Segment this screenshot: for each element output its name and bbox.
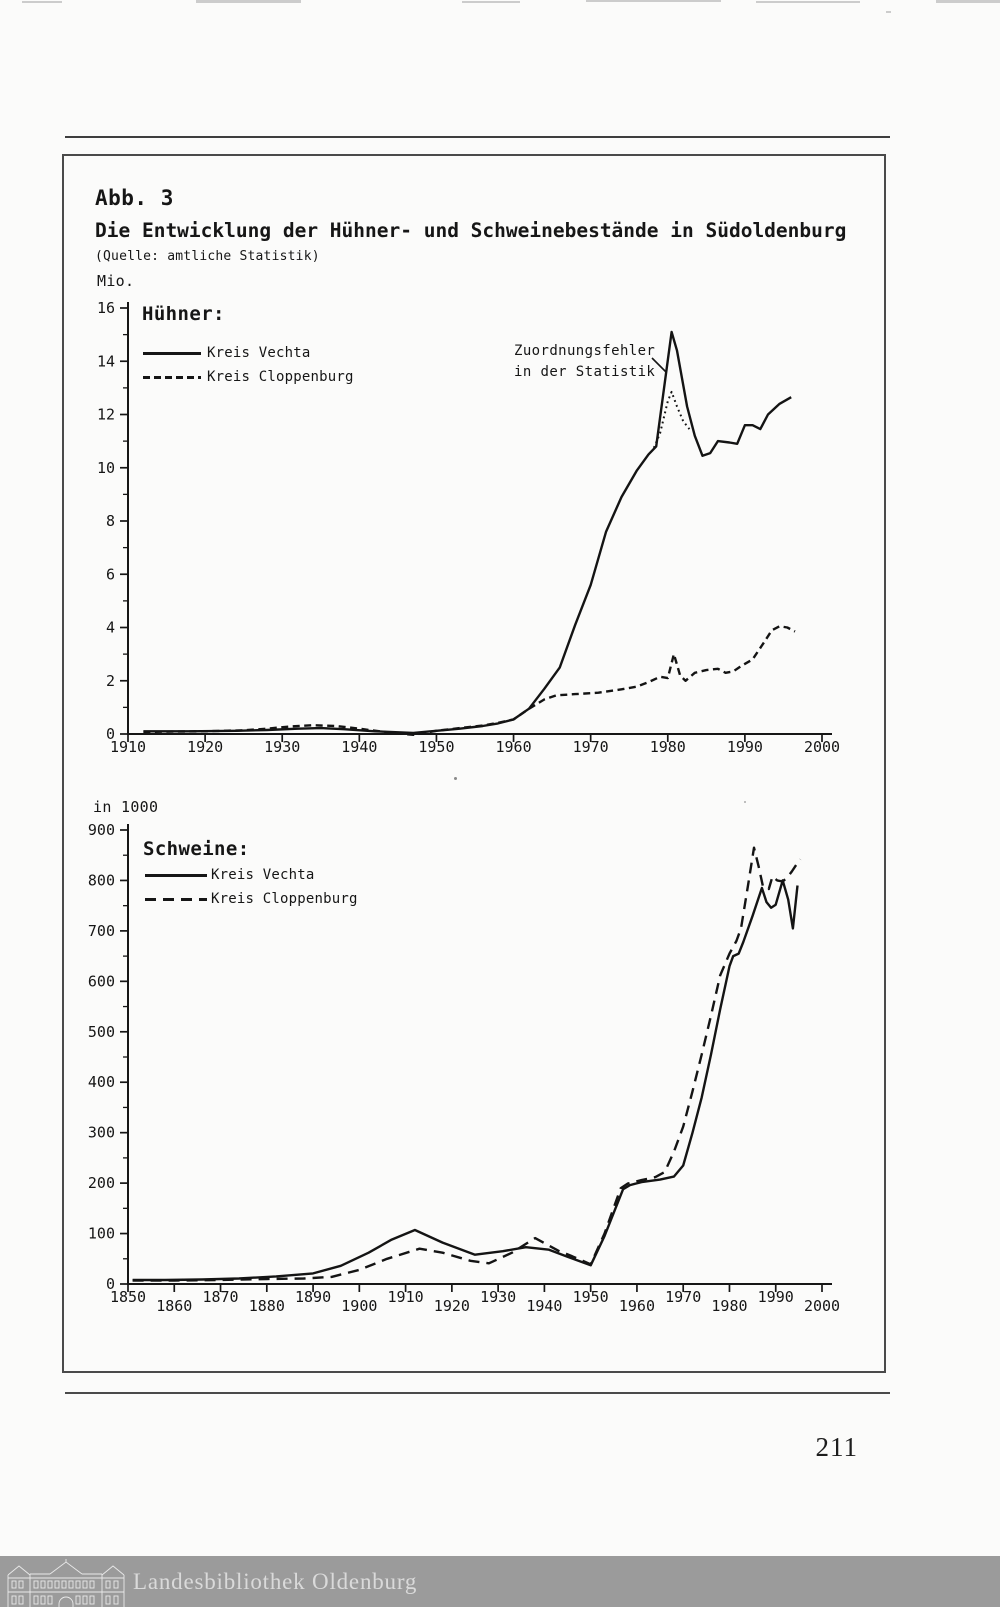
- dashed-line-sample-icon: [143, 376, 201, 379]
- svg-text:500: 500: [88, 1023, 115, 1041]
- dashed-line-sample-icon: [145, 898, 207, 901]
- scan-artifact: [586, 0, 721, 2]
- legend-item-vechta: Kreis Vechta: [145, 866, 314, 886]
- annotation-line-2: in der Statistik: [514, 364, 656, 380]
- svg-text:1890: 1890: [295, 1288, 331, 1306]
- solid-line-sample-icon: [143, 352, 201, 355]
- annotation-line-1: Zuordnungsfehler: [514, 343, 656, 359]
- series-dashed: [143, 625, 796, 736]
- page-number: 211: [815, 1432, 858, 1462]
- svg-text:300: 300: [88, 1124, 115, 1142]
- svg-text:2: 2: [106, 672, 115, 690]
- library-watermark-banner: Landesbibliothek Oldenburg: [0, 1556, 1000, 1607]
- svg-text:1870: 1870: [202, 1288, 238, 1306]
- svg-text:900: 900: [88, 821, 115, 839]
- svg-text:1920: 1920: [187, 738, 223, 756]
- svg-text:4: 4: [106, 619, 115, 637]
- scan-speck: [744, 801, 746, 803]
- chart-title-schweine: Schweine:: [143, 838, 250, 860]
- figure-title: Die Entwicklung der Hühner- und Schweine…: [95, 219, 847, 242]
- svg-text:200: 200: [88, 1174, 115, 1192]
- library-name: Landesbibliothek Oldenburg: [133, 1569, 418, 1594]
- svg-text:1980: 1980: [650, 738, 686, 756]
- svg-text:0: 0: [106, 1275, 115, 1293]
- svg-text:100: 100: [88, 1225, 115, 1243]
- chart-title-huehner: Hühner:: [142, 303, 225, 325]
- scan-speck: [454, 777, 457, 780]
- annotation-zuordnungsfehler: Zuordnungsfehler in der Statistik: [514, 341, 655, 383]
- scan-artifact: [886, 11, 891, 13]
- solid-line-sample-icon: [145, 874, 207, 877]
- y-axis-unit-label: Mio.: [97, 272, 135, 290]
- svg-text:14: 14: [97, 352, 115, 370]
- svg-text:1940: 1940: [526, 1297, 562, 1315]
- series-solid: [143, 330, 792, 735]
- y-axis-unit-label: in 1000: [93, 798, 159, 816]
- scan-artifact: [22, 1, 62, 3]
- series-dashed: [132, 846, 802, 1282]
- svg-text:1990: 1990: [758, 1288, 794, 1306]
- chart-schweine: 0 100 200 300 400 500 600 700 800 900 1850 1860 1870…: [88, 821, 840, 1315]
- svg-text:8: 8: [106, 512, 115, 530]
- svg-text:1900: 1900: [341, 1297, 377, 1315]
- svg-text:12: 12: [97, 406, 115, 424]
- svg-text:1950: 1950: [418, 738, 454, 756]
- svg-text:2000: 2000: [804, 1297, 840, 1315]
- figure-source: (Quelle: amtliche Statistik): [95, 249, 320, 264]
- svg-text:1910: 1910: [388, 1288, 424, 1306]
- svg-text:1970: 1970: [665, 1288, 701, 1306]
- svg-text:1970: 1970: [573, 738, 609, 756]
- svg-text:6: 6: [106, 565, 115, 583]
- scan-artifact: [462, 1, 520, 3]
- svg-text:600: 600: [88, 972, 115, 990]
- svg-text:1960: 1960: [619, 1297, 655, 1315]
- svg-text:1880: 1880: [249, 1297, 285, 1315]
- svg-text:1960: 1960: [495, 738, 531, 756]
- svg-text:1850: 1850: [110, 1288, 146, 1306]
- svg-text:1950: 1950: [573, 1288, 609, 1306]
- series-dotted: [652, 390, 691, 449]
- svg-text:1930: 1930: [480, 1288, 516, 1306]
- svg-text:400: 400: [88, 1073, 115, 1091]
- svg-text:10: 10: [97, 459, 115, 477]
- figure-label: Abb. 3: [95, 186, 174, 210]
- library-building-icon: [6, 1559, 126, 1607]
- svg-text:1940: 1940: [341, 738, 377, 756]
- svg-text:1860: 1860: [156, 1297, 192, 1315]
- svg-text:1990: 1990: [727, 738, 763, 756]
- svg-text:1910: 1910: [110, 738, 146, 756]
- svg-text:1980: 1980: [711, 1297, 747, 1315]
- svg-text:1930: 1930: [264, 738, 300, 756]
- series-solid: [132, 879, 799, 1282]
- svg-text:800: 800: [88, 871, 115, 889]
- svg-text:16: 16: [97, 299, 115, 317]
- horizontal-rule-bottom: [65, 1392, 890, 1394]
- scan-artifact: [756, 1, 860, 3]
- scan-artifact: [196, 0, 301, 3]
- horizontal-rule-top: [65, 136, 890, 138]
- chart-huehner: 0 2 4 6 8 10 12 14 16 1910 1920 1930 1940 1950 1960 197…: [97, 299, 840, 756]
- figure-border-box: [62, 154, 886, 1373]
- window-row: [11, 1580, 119, 1605]
- svg-text:1920: 1920: [434, 1297, 470, 1315]
- scan-artifact: [936, 0, 1000, 3]
- svg-text:2000: 2000: [804, 738, 840, 756]
- svg-text:700: 700: [88, 922, 115, 940]
- svg-text:0: 0: [106, 725, 115, 743]
